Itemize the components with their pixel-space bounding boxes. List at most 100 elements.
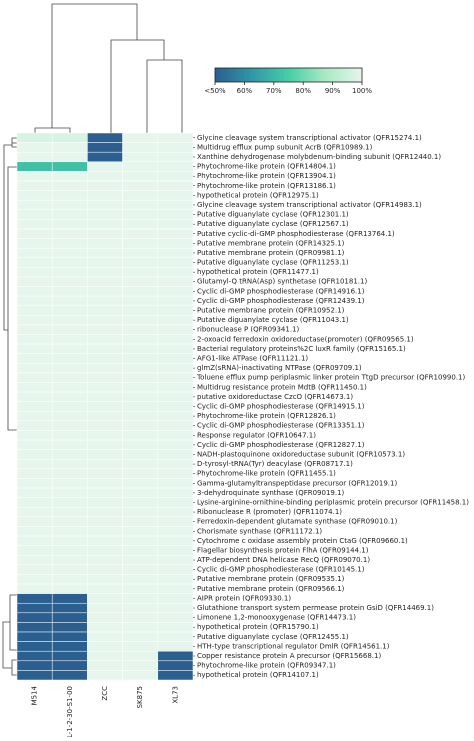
heatmap-cell [87,660,123,671]
heatmap-cell [157,612,194,623]
heatmap-cell [87,535,123,546]
column-label: SK875 [136,686,144,708]
heatmap-cell [51,286,88,297]
heatmap-cell [157,583,194,594]
colorbar-tick-label: 70% [266,87,282,95]
heatmap-cell [51,132,88,143]
heatmap-cell [122,142,159,153]
heatmap-cell [122,574,159,585]
heatmap-cell [87,363,123,374]
heatmap-cell [157,631,194,642]
heatmap-cell [51,372,88,383]
heatmap-cell [87,497,123,508]
heatmap-cell [157,343,194,354]
heatmap-cell [87,247,123,259]
heatmap-cell [87,439,123,450]
heatmap-cell [122,372,159,383]
heatmap-cell [16,343,53,354]
heatmap-cell [87,574,123,585]
heatmap-cell [122,228,159,239]
heatmap-cell [51,631,88,642]
heatmap-cell [16,554,53,566]
row-label: Ribonuclease R (promoter) (QFR11074.1) [197,508,342,516]
row-label: ATP-dependent DNA helicase RecQ (QFR0907… [197,556,370,564]
row-label: HTH-type transcriptional regulator DmlR … [197,642,390,650]
heatmap-cell [157,247,194,259]
heatmap-cell [157,305,194,316]
column-label: XL73 [171,686,179,704]
heatmap-cell [87,631,123,642]
heatmap-cell [157,238,194,249]
heatmap-cell [157,535,194,546]
heatmap-cell [122,449,159,460]
heatmap-cell [51,171,88,182]
heatmap-cell [16,593,53,604]
heatmap-cell [16,459,53,470]
heatmap-cell [16,219,53,230]
row-label: Cyclic di-GMP phosphodiesterase (QFR1014… [197,566,365,574]
heatmap-cell [51,602,88,614]
row-label: Cyclic di-GMP phosphodiesterase (QFR1491… [197,403,365,411]
heatmap-cell [87,430,123,441]
heatmap-cell [87,650,123,662]
colorbar-tick-label: <50% [204,87,226,95]
heatmap-cell [122,180,159,191]
heatmap-cell [122,286,159,297]
heatmap-cell [87,372,123,383]
heatmap-cell [122,487,159,498]
heatmap-cell [87,602,123,614]
heatmap-cell [87,180,123,191]
heatmap-cell [87,411,123,422]
heatmap-cell [51,612,88,623]
heatmap-cell [51,161,88,172]
heatmap-cell [51,641,88,652]
heatmap-cell [16,535,53,546]
heatmap-cell [122,478,159,489]
heatmap-cell [157,257,194,268]
heatmap-cell [157,641,194,652]
heatmap-cell [157,468,194,479]
colorbar-tick-label: 100% [352,87,372,95]
heatmap-cell [157,372,194,383]
heatmap-cell [157,363,194,374]
heatmap-cell [157,554,194,566]
heatmap-cell [157,516,194,527]
row-label: D-tyrosyl-tRNA(Tyr) deacylase (QFR08717.… [197,460,353,468]
row-label: Bacterial regulatory proteins%2C luxR fa… [197,345,406,353]
heatmap-cell [16,324,53,335]
heatmap-cell [157,487,194,498]
heatmap-cell [157,171,194,182]
heatmap-cell [16,353,53,364]
heatmap-cell [122,343,159,354]
row-label: Glycine cleavage system transcriptional … [197,134,422,142]
heatmap-cell [51,247,88,259]
heatmap-cell [51,478,88,489]
heatmap-cell [51,564,88,575]
heatmap-cell [157,199,194,211]
heatmap-cell [122,468,159,479]
heatmap-cell [16,132,53,143]
heatmap-cell [87,449,123,460]
heatmap-cell [87,593,123,604]
heatmap-cell [157,132,194,143]
heatmap-cell [51,420,88,431]
row-label: Putative membrane protein (QFR14325.1) [197,239,345,247]
heatmap-cell [157,459,194,470]
row-label: Lysine-arginine-ornithine-binding peripl… [197,498,469,506]
row-dendrogram [2,137,17,676]
heatmap-cell [16,420,53,431]
row-label: Xanthine dehydrogenase molybdenum-bindin… [197,153,441,161]
row-label: Multidrug resistance protein MdtB (QFR11… [197,383,367,391]
heatmap-cell [87,238,123,249]
heatmap-cell [157,411,194,422]
heatmap-cell [122,593,159,604]
heatmap-cell [51,363,88,374]
heatmap-cell [16,190,53,201]
heatmap-cell [16,430,53,441]
heatmap-cell [87,545,123,556]
heatmap-cell [51,257,88,268]
row-label: putative oxidoreductase CzcO (QFR14673.1… [197,393,353,401]
heatmap-cell [16,257,53,268]
heatmap-cell [157,497,194,508]
